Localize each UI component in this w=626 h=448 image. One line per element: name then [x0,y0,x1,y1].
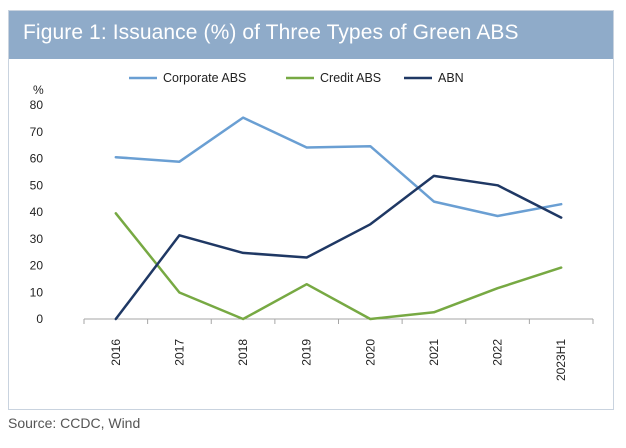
x-tick-label: 2021 [427,339,441,366]
y-axis-label: % [33,83,44,97]
x-tick-label: 2022 [491,339,505,366]
y-tick-label: 70 [30,125,44,139]
x-tick-label: 2019 [300,339,314,366]
x-tick-label: 2023H1 [554,339,568,381]
y-tick-label: 40 [30,205,44,219]
title-banner: Figure 1: Issuance (%) of Three Types of… [9,11,613,59]
series-line-1 [114,116,563,218]
y-tick-label: 30 [30,232,44,246]
figure-title: Figure 1: Issuance (%) of Three Types of… [23,21,519,44]
x-tick-label: 2020 [363,339,377,366]
x-tick-label: 2018 [236,339,250,366]
figure-frame: Figure 1: Issuance (%) of Three Types of… [8,10,614,410]
y-tick-label: 10 [30,285,44,299]
y-tick-label: 60 [30,152,44,166]
x-tick-label: 2016 [109,339,123,366]
y-tick-label: 20 [30,259,44,273]
y-tick-label: 0 [36,312,43,326]
series-line-3 [114,174,563,321]
legend-label-2: Credit ABS [320,71,381,85]
y-tick-label: 80 [30,98,44,112]
y-tick-label: 50 [30,178,44,192]
line-chart: % 0 10 20 30 40 50 60 70 80 2016 2017 2018 2019 2020 20… [30,71,594,381]
legend-label-1: Corporate ABS [163,71,246,85]
x-tick-label: 2017 [172,339,186,366]
legend-label-3: ABN [438,71,464,85]
series-line-2 [114,212,563,321]
source-note: Source: CCDC, Wind [8,415,141,431]
